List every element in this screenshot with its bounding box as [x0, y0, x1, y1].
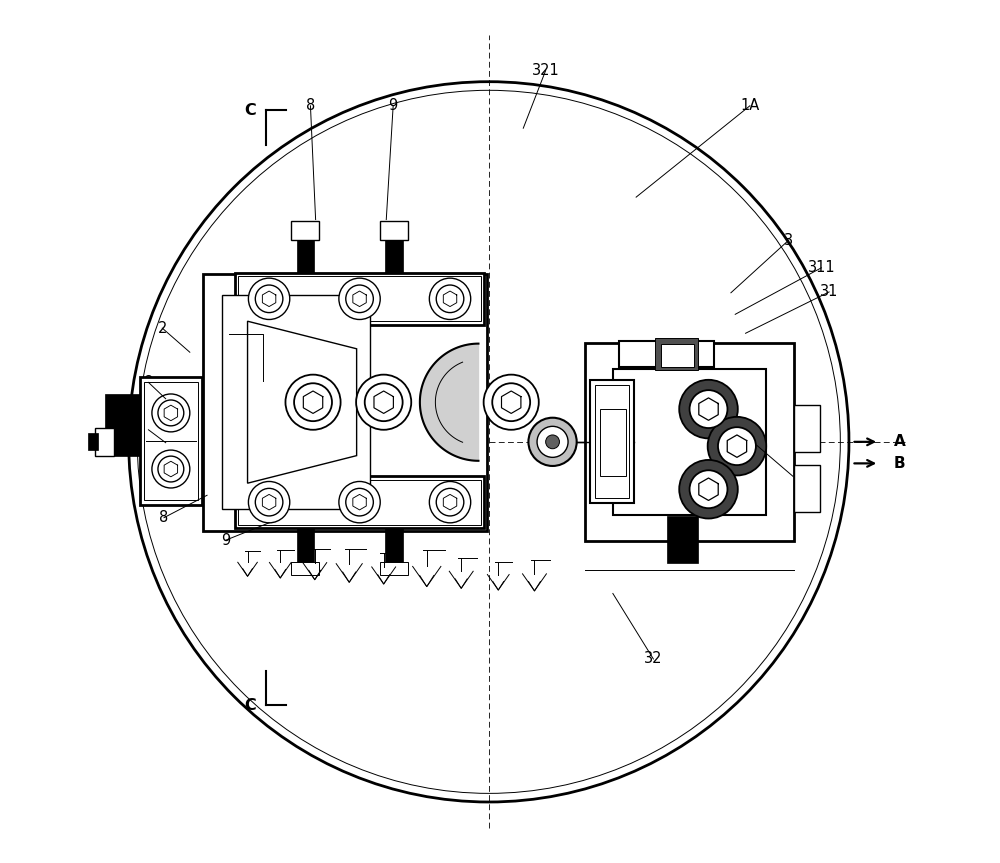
- Circle shape: [708, 417, 766, 476]
- Bar: [655, 337, 698, 370]
- Text: C: C: [244, 103, 256, 117]
- Bar: [297, 238, 314, 273]
- Bar: [380, 563, 408, 575]
- Text: 2: 2: [158, 321, 167, 336]
- Text: 1A: 1A: [740, 98, 759, 113]
- Bar: [794, 405, 820, 452]
- Bar: [291, 563, 319, 575]
- Bar: [291, 221, 319, 240]
- Bar: [297, 528, 314, 564]
- Circle shape: [546, 435, 559, 449]
- Bar: [661, 344, 694, 367]
- Polygon shape: [248, 321, 357, 483]
- Circle shape: [679, 380, 738, 438]
- Circle shape: [492, 383, 530, 421]
- Text: B: B: [894, 456, 906, 471]
- Bar: [88, 433, 98, 450]
- Bar: [613, 369, 766, 515]
- Bar: [238, 276, 481, 321]
- Bar: [667, 516, 698, 564]
- Circle shape: [152, 450, 190, 488]
- Text: 9: 9: [221, 532, 231, 547]
- Bar: [619, 341, 714, 367]
- Circle shape: [129, 82, 849, 802]
- Text: 321: 321: [532, 63, 560, 78]
- Bar: [144, 381, 198, 501]
- Text: 311: 311: [808, 261, 835, 275]
- Bar: [385, 238, 403, 273]
- Text: A: A: [96, 434, 108, 450]
- Circle shape: [365, 383, 403, 421]
- Text: 8: 8: [159, 510, 169, 526]
- Circle shape: [158, 400, 184, 425]
- Bar: [95, 428, 114, 456]
- Circle shape: [255, 285, 283, 312]
- Circle shape: [537, 426, 568, 457]
- Bar: [203, 274, 487, 531]
- Circle shape: [429, 278, 471, 319]
- Bar: [235, 476, 484, 528]
- Bar: [595, 386, 629, 498]
- Text: 3: 3: [784, 233, 793, 248]
- Bar: [222, 295, 370, 509]
- Bar: [585, 343, 794, 541]
- Bar: [380, 221, 408, 240]
- Text: 32: 32: [644, 652, 663, 666]
- Circle shape: [248, 278, 290, 319]
- Text: 8: 8: [144, 375, 153, 390]
- Circle shape: [436, 488, 464, 516]
- Circle shape: [356, 375, 411, 430]
- Bar: [590, 381, 634, 503]
- Bar: [235, 273, 484, 324]
- Circle shape: [137, 91, 840, 793]
- Circle shape: [484, 375, 539, 430]
- Circle shape: [339, 482, 380, 523]
- Circle shape: [690, 470, 727, 508]
- Bar: [105, 394, 140, 457]
- Circle shape: [255, 488, 283, 516]
- Circle shape: [528, 418, 577, 466]
- Text: 31: 31: [820, 285, 838, 299]
- Bar: [600, 408, 626, 476]
- Circle shape: [429, 482, 471, 523]
- Circle shape: [346, 488, 373, 516]
- Circle shape: [339, 278, 380, 319]
- Text: 33: 33: [784, 469, 802, 484]
- Bar: [794, 465, 820, 513]
- Text: C: C: [244, 698, 256, 713]
- Circle shape: [690, 390, 727, 428]
- Text: 8: 8: [306, 98, 315, 113]
- Bar: [385, 528, 403, 564]
- Circle shape: [152, 394, 190, 432]
- Circle shape: [679, 460, 738, 519]
- Circle shape: [158, 457, 184, 482]
- Text: 9: 9: [144, 422, 153, 438]
- Text: 9: 9: [389, 98, 398, 113]
- Bar: [238, 480, 481, 525]
- Circle shape: [718, 427, 756, 465]
- Circle shape: [346, 285, 373, 312]
- Circle shape: [285, 375, 341, 430]
- Polygon shape: [420, 343, 478, 461]
- Circle shape: [248, 482, 290, 523]
- Circle shape: [436, 285, 464, 312]
- Text: A: A: [894, 434, 906, 450]
- Circle shape: [294, 383, 332, 421]
- Bar: [140, 377, 202, 505]
